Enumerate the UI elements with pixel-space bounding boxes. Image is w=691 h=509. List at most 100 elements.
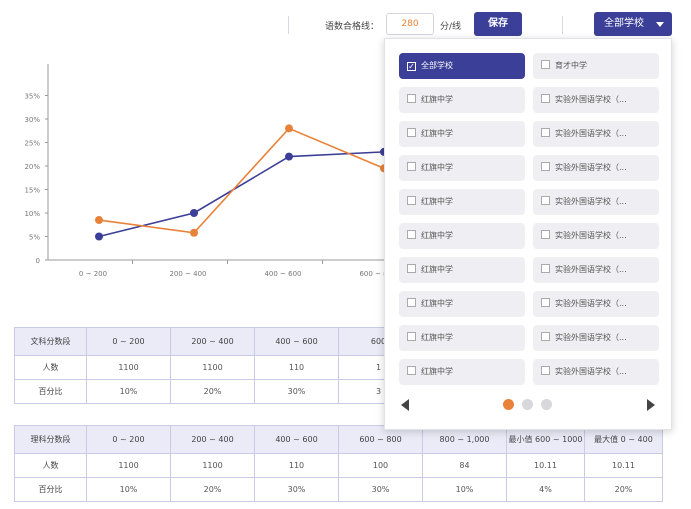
checkbox-icon[interactable] <box>541 128 550 137</box>
x-tick-label: 400 ~ 600 <box>264 270 301 278</box>
school-option[interactable]: 红旗中学 <box>399 325 525 351</box>
save-button[interactable]: 保存 <box>474 12 522 36</box>
science-score-table: 理科分数段 0 ~ 200 200 ~ 400 400 ~ 600 600 ~ … <box>14 425 663 502</box>
checkbox-icon[interactable] <box>407 94 416 103</box>
school-option[interactable]: 红旗中学 <box>399 189 525 215</box>
checkbox-icon[interactable] <box>407 196 416 205</box>
table-header-cell: 0 ~ 200 <box>86 425 171 454</box>
prev-page-arrow-icon[interactable] <box>401 399 409 411</box>
school-option[interactable]: 实验外国语学校（... <box>533 155 659 181</box>
checkbox-icon[interactable] <box>541 196 550 205</box>
school-option-label: 实验外国语学校（... <box>555 333 627 342</box>
page-indicator-dot[interactable] <box>522 399 533 410</box>
school-option[interactable]: 红旗中学 <box>399 121 525 147</box>
table-header-cell: 400 ~ 600 <box>254 425 339 454</box>
school-filter-label: 全部学校 <box>604 18 644 29</box>
table-cell: 30% <box>254 379 339 404</box>
school-option-label: 红旗中学 <box>421 129 453 138</box>
school-option[interactable]: 实验外国语学校（... <box>533 359 659 385</box>
school-option-label: 红旗中学 <box>421 367 453 376</box>
checkbox-icon[interactable] <box>541 60 550 69</box>
table-row-label: 百分比 <box>14 477 87 502</box>
school-option-label: 红旗中学 <box>421 197 453 206</box>
checkbox-icon[interactable] <box>541 332 550 341</box>
school-option[interactable]: 红旗中学 <box>399 291 525 317</box>
school-option-label: 实验外国语学校（... <box>555 163 627 172</box>
table-cell: 30% <box>254 477 339 502</box>
school-option[interactable]: 红旗中学 <box>399 155 525 181</box>
page-indicator-dot[interactable] <box>503 399 514 410</box>
school-option[interactable]: 实验外国语学校（... <box>533 257 659 283</box>
y-tick-label: 15% <box>24 187 40 195</box>
school-option-label: 红旗中学 <box>421 163 453 172</box>
school-option[interactable]: 实验外国语学校（... <box>533 87 659 113</box>
checkbox-checked-icon[interactable]: ✓ <box>407 62 416 71</box>
table-cell: 10% <box>86 477 171 502</box>
table-header-cell: 文科分数段 <box>14 327 87 356</box>
school-select-panel: ✓ 全部学校 红旗中学 红旗中学 红旗中学 红旗中学 红旗中学 红旗中学 红旗中学 红旗中学 红旗中… <box>384 38 672 430</box>
school-option[interactable]: 红旗中学 <box>399 257 525 283</box>
school-option[interactable]: 实验外国语学校（... <box>533 325 659 351</box>
school-option[interactable]: 红旗中学 <box>399 223 525 249</box>
school-option[interactable]: 实验外国语学校（... <box>533 291 659 317</box>
data-point <box>190 209 198 217</box>
y-tick-label: 20% <box>24 163 40 171</box>
school-option[interactable]: 实验外国语学校（... <box>533 121 659 147</box>
table-header-cell: 400 ~ 600 <box>254 327 339 356</box>
y-tick-label: 10% <box>24 210 40 218</box>
toolbar-divider <box>288 16 289 34</box>
table-header-cell: 200 ~ 400 <box>170 425 255 454</box>
school-option-label: 红旗中学 <box>421 95 453 104</box>
table-cell: 10% <box>86 379 171 404</box>
checkbox-icon[interactable] <box>407 298 416 307</box>
score-distribution-chart: 0 5% 10% 15% 20% 25% 30% 35% 0 ~ 200 200 ~ 400 400… <box>0 50 691 300</box>
table-cell: 1100 <box>170 355 255 380</box>
table-row-label: 人数 <box>14 355 87 380</box>
school-option[interactable]: 红旗中学 <box>399 359 525 385</box>
school-option-label: 全部学校 <box>421 61 453 70</box>
y-tick-label: 30% <box>24 116 40 124</box>
table-row: 人数 1100 1100 110 100 84 10.11 10.11 <box>14 453 663 478</box>
school-option[interactable]: ✓ 全部学校 <box>399 53 525 79</box>
toolbar: 语数合格线： 280 分/线 保存 全部学校 <box>0 10 691 40</box>
school-option-label: 实验外国语学校（... <box>555 299 627 308</box>
checkbox-icon[interactable] <box>541 94 550 103</box>
school-option[interactable]: 实验外国语学校（... <box>533 223 659 249</box>
checkbox-icon[interactable] <box>541 366 550 375</box>
table-cell: 10.11 <box>584 453 663 478</box>
score-line-input[interactable]: 280 <box>386 13 434 35</box>
school-option-label: 实验外国语学校（... <box>555 367 627 376</box>
table-cell: 10.11 <box>506 453 585 478</box>
page-indicator-dot[interactable] <box>541 399 552 410</box>
table-row-label: 百分比 <box>14 379 87 404</box>
checkbox-icon[interactable] <box>407 264 416 273</box>
school-option-label: 实验外国语学校（... <box>555 129 627 138</box>
checkbox-icon[interactable] <box>541 162 550 171</box>
school-option[interactable]: 育才中学 <box>533 53 659 79</box>
school-option[interactable]: 实验外国语学校（... <box>533 189 659 215</box>
y-tick-label: 25% <box>24 140 40 148</box>
school-filter-dropdown[interactable]: 全部学校 <box>594 12 672 36</box>
x-tick-label: 0 ~ 200 <box>79 270 107 278</box>
table-cell: 1100 <box>86 453 171 478</box>
table-cell: 30% <box>338 477 423 502</box>
y-tick-label: 35% <box>24 93 40 101</box>
school-option-label: 实验外国语学校（... <box>555 197 627 206</box>
school-option[interactable]: 红旗中学 <box>399 87 525 113</box>
checkbox-icon[interactable] <box>407 230 416 239</box>
checkbox-icon[interactable] <box>407 128 416 137</box>
checkbox-icon[interactable] <box>541 230 550 239</box>
toolbar-divider <box>562 16 563 34</box>
checkbox-icon[interactable] <box>407 366 416 375</box>
school-option-label: 育才中学 <box>555 61 587 70</box>
checkbox-icon[interactable] <box>407 332 416 341</box>
table-row-label: 人数 <box>14 453 87 478</box>
table-cell: 100 <box>338 453 423 478</box>
data-point <box>95 216 103 225</box>
table-cell: 1100 <box>86 355 171 380</box>
checkbox-icon[interactable] <box>541 264 550 273</box>
next-page-arrow-icon[interactable] <box>647 399 655 411</box>
checkbox-icon[interactable] <box>407 162 416 171</box>
checkbox-icon[interactable] <box>541 298 550 307</box>
table-cell: 10% <box>422 477 507 502</box>
